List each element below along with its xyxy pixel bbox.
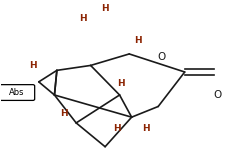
FancyBboxPatch shape	[0, 85, 35, 100]
Text: H: H	[60, 109, 68, 118]
Text: Abs: Abs	[9, 88, 25, 97]
Text: H: H	[142, 124, 150, 133]
Text: O: O	[157, 52, 165, 62]
Text: H: H	[80, 14, 87, 23]
Text: H: H	[117, 79, 125, 88]
Text: H: H	[113, 124, 121, 133]
Text: O: O	[213, 90, 221, 100]
Text: H: H	[29, 61, 37, 70]
Text: H: H	[134, 36, 142, 45]
Text: H: H	[101, 4, 109, 13]
